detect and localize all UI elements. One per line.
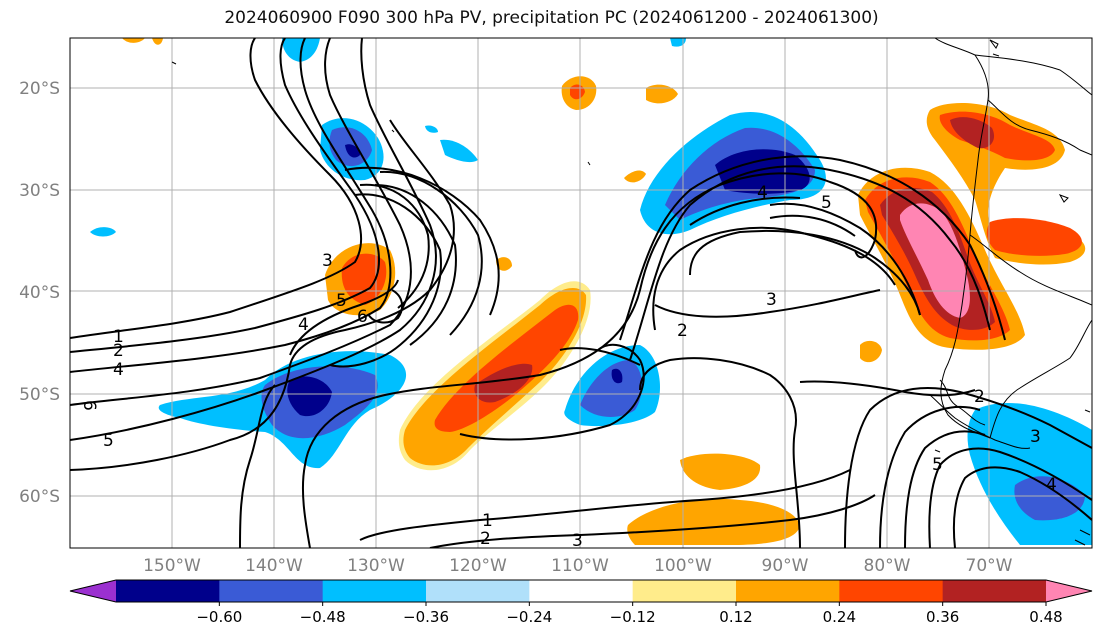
colorbar-swatch <box>632 580 737 602</box>
contour-label: 2 <box>677 321 688 341</box>
contour-label: 3 <box>322 251 333 271</box>
colorbar-swatch <box>942 580 1047 602</box>
colorbar-swatch <box>219 580 324 602</box>
lon-label: 130°W <box>347 556 405 576</box>
lat-label: 30°S <box>19 181 60 201</box>
colorbar-tick-label: −0.48 <box>300 608 346 626</box>
colorbar-tick-label: −0.36 <box>403 608 449 626</box>
coastline <box>171 38 1092 546</box>
colorbar-outline <box>69 579 1093 603</box>
colorbar-swatch <box>529 580 634 602</box>
contour-label: 2 <box>113 341 124 361</box>
colorbar: −0.60 −0.48 −0.36 −0.24 −0.12 0.12 0.24 0.36 0.4… <box>69 579 1093 626</box>
map-title: 2024060900 F090 300 hPa PV, precipitatio… <box>224 8 879 28</box>
colorbar-tick-label: 0.36 <box>926 608 959 626</box>
map-area: 1 2 4 5 6 3 4 5 6 3 2 5 4 1 2 3 2 3 4 5 <box>70 38 1092 551</box>
map-gridlines <box>70 38 1092 548</box>
lat-label: 40°S <box>19 283 60 303</box>
contour-label-group: 1 2 4 5 6 3 4 5 6 3 2 5 4 1 2 3 2 3 4 5 <box>79 183 1057 551</box>
contour-label: 4 <box>113 360 124 380</box>
lon-label: 90°W <box>762 556 809 576</box>
colorbar-swatch <box>426 580 530 602</box>
colorbar-tick-label: −0.12 <box>610 608 656 626</box>
contour-label: 4 <box>757 183 768 203</box>
contour-label: 5 <box>932 455 943 475</box>
contour-label: 3 <box>766 290 777 310</box>
colorbar-tick-label: −0.24 <box>506 608 552 626</box>
colorbar-tick-label: −0.60 <box>196 608 242 626</box>
colorbar-tick-label: 0.12 <box>719 608 752 626</box>
lat-label: 60°S <box>19 487 60 507</box>
contour-label: 6 <box>357 307 368 327</box>
colorbar-swatch <box>736 580 840 602</box>
contour-label: 1 <box>482 511 493 531</box>
colorbar-extend-low <box>70 580 116 602</box>
colorbar-extend-high <box>1046 580 1092 602</box>
lat-label: 50°S <box>19 385 60 405</box>
contour-label: 2 <box>974 387 985 407</box>
lat-label: 20°S <box>19 79 60 99</box>
lon-label: 150°W <box>143 556 201 576</box>
lon-label: 80°W <box>864 556 911 576</box>
contour-label: 1 <box>113 327 124 347</box>
contour-label: 6 <box>79 400 99 411</box>
longitude-labels: 150°W 140°W 130°W 120°W 110°W 100°W 90°W… <box>143 556 1013 576</box>
contour-label: 4 <box>1046 475 1057 495</box>
latitude-labels: 20°S 30°S 40°S 50°S 60°S <box>19 79 60 507</box>
contour-label: 3 <box>572 531 583 551</box>
colorbar-swatch <box>322 580 427 602</box>
colorbar-swatch <box>116 580 220 602</box>
contour-label: 5 <box>821 193 832 213</box>
negative-precip-shading <box>90 38 1092 545</box>
map-frame <box>69 37 1093 549</box>
lon-label: 100°W <box>654 556 712 576</box>
lon-label: 70°W <box>966 556 1013 576</box>
lon-label: 140°W <box>245 556 303 576</box>
contour-label: 5 <box>336 291 347 311</box>
pv-contours <box>70 38 1092 548</box>
colorbar-tick-label: 0.48 <box>1029 608 1062 626</box>
contour-label: 5 <box>103 431 114 451</box>
lon-label: 110°W <box>551 556 609 576</box>
contour-label: 2 <box>480 529 491 549</box>
lon-label: 120°W <box>449 556 507 576</box>
contour-label: 4 <box>298 315 309 335</box>
colorbar-swatch <box>839 580 944 602</box>
contour-label: 3 <box>1030 427 1041 447</box>
colorbar-tick-label: 0.24 <box>823 608 856 626</box>
